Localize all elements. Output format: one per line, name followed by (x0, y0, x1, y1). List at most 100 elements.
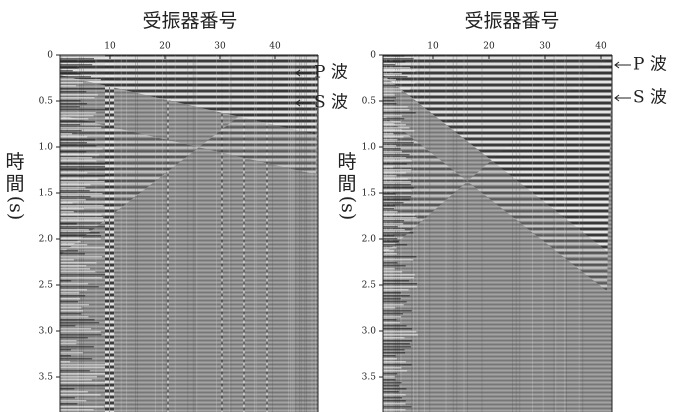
noise-band (60, 175, 110, 177)
noise-band (383, 364, 412, 366)
arrow-head (295, 69, 301, 77)
noise-band (383, 334, 418, 336)
noise-band (383, 370, 408, 372)
annotation: P 波 (633, 55, 667, 75)
noise-band (60, 127, 102, 129)
noise-band (383, 211, 398, 213)
noise-band (60, 274, 106, 276)
noise-band (60, 319, 95, 321)
noise-band (60, 322, 100, 324)
arrow-head (614, 94, 620, 102)
noise-band (383, 187, 415, 189)
noise-band (383, 268, 395, 270)
noise-band (60, 382, 107, 384)
noise-band (383, 313, 403, 315)
noise-band (60, 148, 103, 150)
noise-band (60, 385, 109, 387)
noise-band (60, 238, 101, 240)
x-tick-label: 30 (214, 42, 226, 52)
y-tick-label: 3.5 (39, 373, 54, 383)
y-label: 間 (337, 173, 356, 195)
noise-band (383, 79, 396, 81)
noise-band (60, 391, 88, 393)
noise-band (383, 142, 414, 144)
noise-band (60, 109, 107, 111)
noise-band (383, 223, 404, 225)
noise-band (60, 307, 82, 309)
x-tick-label: 20 (483, 42, 495, 52)
noise-band (383, 295, 410, 297)
noise-band (60, 367, 107, 369)
noise-band (60, 79, 101, 81)
strong-trace (167, 55, 169, 412)
noise-band (60, 76, 91, 78)
noise-band (60, 301, 79, 303)
noise-band (383, 373, 398, 375)
noise-band (60, 100, 81, 102)
x-tick-label: 40 (269, 42, 281, 52)
noise-band (60, 403, 78, 405)
noise-band (383, 193, 396, 195)
noise-band (383, 88, 410, 90)
noise-band (383, 118, 405, 120)
noise-band (383, 280, 410, 282)
noise-band (60, 106, 80, 108)
noise-band (383, 61, 406, 63)
noise-band (383, 385, 400, 387)
noise-band (383, 226, 398, 228)
noise-band (60, 364, 109, 366)
x-tick-label: 30 (539, 42, 551, 52)
noise-band (60, 325, 76, 327)
noise-band (383, 214, 416, 216)
noise-band (60, 190, 90, 192)
noise-band (60, 376, 97, 378)
noise-band (383, 277, 414, 279)
noise-band (383, 229, 405, 231)
noise-band (60, 355, 71, 357)
noise-band (383, 352, 406, 354)
noise-band (383, 109, 410, 111)
noise-band (60, 202, 73, 204)
noise-band (383, 409, 406, 411)
noise-band (60, 328, 92, 330)
noise-band (383, 196, 412, 198)
noise-band (383, 166, 394, 168)
noise-band (60, 331, 101, 333)
noise-band (60, 289, 87, 291)
noise-band (383, 97, 396, 99)
panel-title: 受振器番号 (142, 10, 237, 32)
y-tick-label: 2.5 (362, 281, 377, 291)
noise-band (60, 154, 100, 156)
noise-band (383, 190, 412, 192)
noise-band (60, 298, 81, 300)
noise-band (383, 247, 397, 249)
y-tick-label: 3.5 (362, 373, 377, 383)
noise-band (60, 184, 91, 186)
noise-band (60, 151, 87, 153)
seismic-panel (383, 55, 612, 412)
noise-band (383, 70, 416, 72)
noise-band (383, 310, 412, 312)
noise-band (383, 217, 417, 219)
noise-band (383, 325, 407, 327)
noise-band (383, 319, 397, 321)
noise-band (383, 112, 416, 114)
noise-band (60, 286, 99, 288)
noise-band (60, 277, 102, 279)
noise-band (383, 307, 396, 309)
noise-band (383, 235, 395, 237)
noise-band (383, 358, 397, 360)
y-tick-label: 0 (370, 51, 376, 61)
first-arrivals (383, 55, 612, 252)
noise-band (383, 403, 406, 405)
noise-band (60, 181, 105, 183)
noise-band (60, 97, 95, 99)
y-label: 間 (5, 173, 24, 195)
noise-band (60, 118, 89, 120)
noise-band (383, 64, 396, 66)
strong-trace (110, 55, 114, 412)
noise-band (383, 181, 411, 183)
noise-band (60, 85, 77, 87)
noise-band (383, 94, 395, 96)
noise-band (383, 316, 401, 318)
